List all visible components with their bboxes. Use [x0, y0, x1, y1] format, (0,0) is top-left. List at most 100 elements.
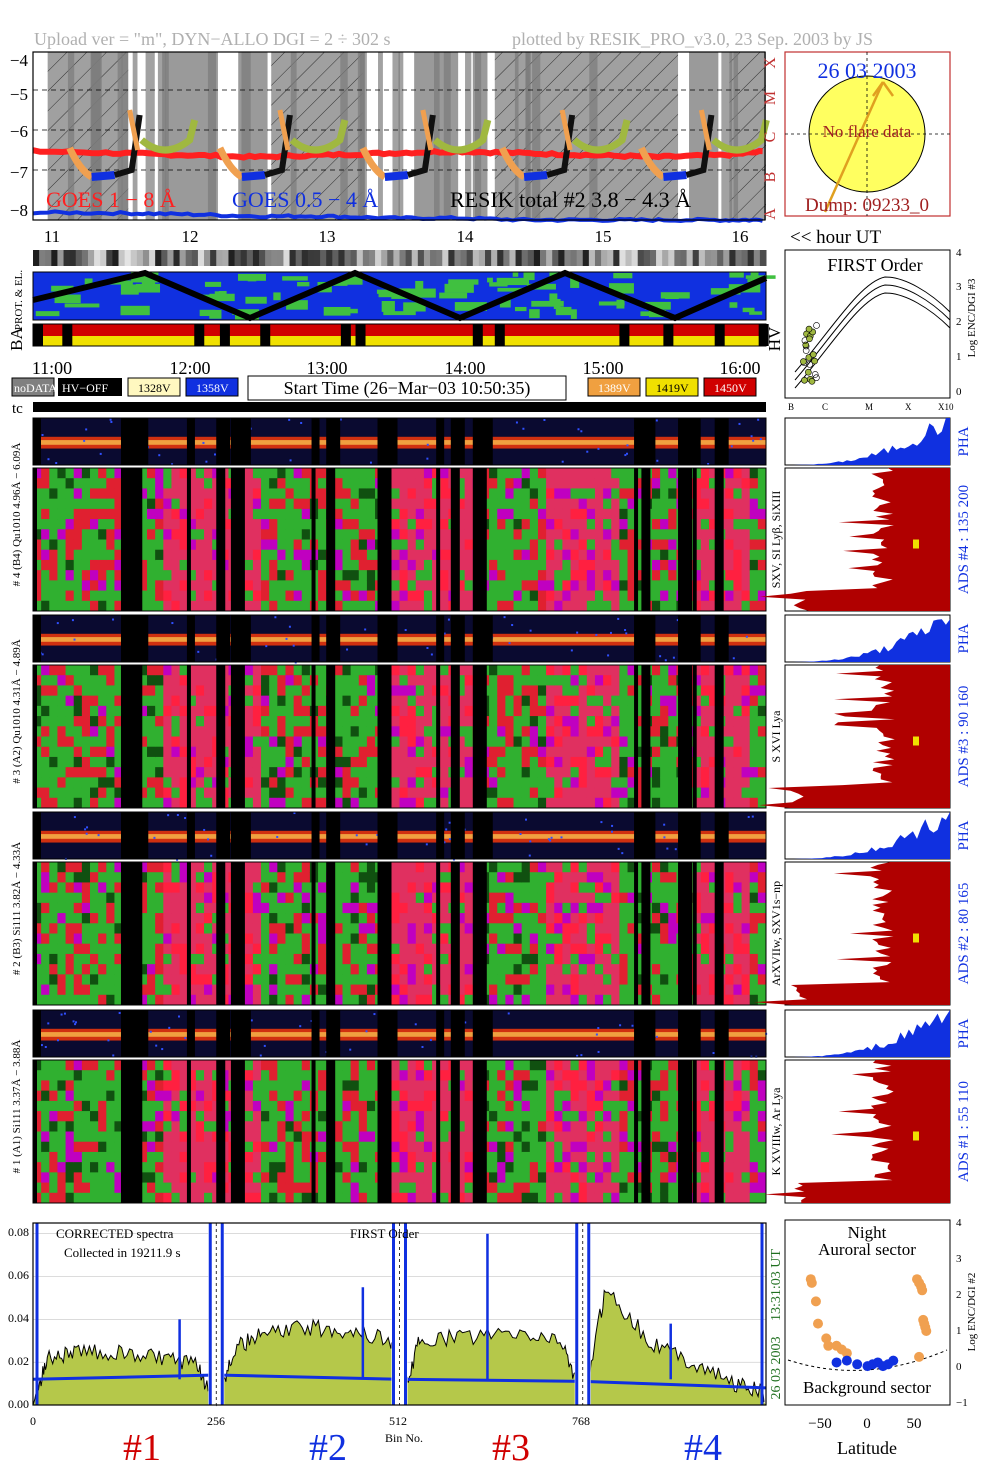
ads-cell [521, 685, 531, 697]
ads-cell [171, 1060, 181, 1071]
ads-cell [749, 695, 759, 707]
ads-cell [65, 559, 75, 571]
ads-cell [41, 1090, 50, 1102]
ads-cell [464, 478, 474, 489]
ads-cell [578, 736, 588, 748]
ads-cell [708, 913, 718, 924]
ads-cell [415, 787, 425, 799]
pha-speckle-8 [73, 638, 76, 641]
ads-cell [489, 478, 498, 489]
ads-cell [90, 559, 99, 571]
ads-cell [456, 590, 466, 602]
ads-cell [155, 665, 164, 676]
ads-cell [529, 468, 539, 479]
ads-cell [578, 953, 588, 965]
ads-cell [708, 580, 718, 592]
pha-speckle-7 [663, 836, 666, 839]
ads-cell [350, 994, 360, 1006]
ads-cell [440, 549, 449, 561]
ads-cell [497, 478, 506, 489]
ads-cell [700, 590, 710, 602]
ads-cell [49, 1080, 58, 1092]
channel-label-3: # 2 (B3) Si111 3.82Å − 4.33Å [11, 842, 23, 975]
ads-cell [195, 736, 205, 748]
ads-cell [179, 974, 189, 986]
ads-cell [464, 726, 474, 737]
ads-cell [415, 580, 425, 592]
ads-cell [106, 665, 115, 676]
ads-cell [692, 787, 702, 799]
ads-cell [586, 726, 596, 737]
ads-cell [537, 913, 547, 924]
pha-speckle-59 [210, 854, 213, 857]
ads-cell [138, 716, 148, 727]
ads-cell [423, 862, 433, 873]
ads-cell [456, 549, 466, 561]
gray-cell-22 [167, 250, 174, 266]
ads-cell [138, 882, 148, 894]
orbit-panel: PROT. & EL. BA HV 11:00 12:00 13:00 14:0… [7, 250, 784, 378]
ads-cell [252, 767, 262, 778]
pha-speckle-5 [167, 814, 170, 817]
ads-cell [301, 549, 311, 561]
ads-cell [285, 933, 295, 945]
ads-cell [635, 549, 645, 561]
ads-cell [407, 519, 417, 530]
ads-cell [334, 787, 343, 799]
ads-cell [261, 943, 270, 955]
goes-ytick-1: −4 [10, 51, 29, 70]
ads-cell [33, 1182, 42, 1194]
ads-cell [106, 1162, 115, 1173]
ads-cell [195, 600, 205, 612]
ads-cell [660, 943, 669, 955]
ads-cell [464, 902, 474, 914]
pha-speckle-49 [110, 420, 113, 423]
ads-cell [155, 539, 164, 551]
ads-cell [49, 519, 58, 530]
ads-cell [627, 559, 637, 571]
ads-cell [318, 529, 327, 540]
ads-cell [668, 726, 677, 737]
ads-gap-8 [377, 468, 392, 611]
ads-cell [65, 539, 75, 551]
ads-cell [554, 862, 563, 873]
ads-cell [741, 862, 751, 873]
orbit-green-38 [120, 305, 150, 316]
ads-cell [529, 716, 539, 727]
ads-cell [660, 913, 669, 924]
ads-cell [41, 984, 50, 996]
ads-cell [106, 539, 115, 551]
ads-cell [692, 559, 702, 571]
ads-cell [195, 872, 205, 883]
ads-cell [578, 685, 588, 697]
ads-cell [619, 590, 629, 602]
ads-cell [391, 913, 400, 924]
ads-cell [342, 756, 352, 768]
ads-cell [65, 1080, 75, 1092]
ads-cell [285, 892, 295, 904]
ads-cell [301, 695, 311, 707]
ads-cell [163, 519, 172, 530]
ads-cell [668, 590, 677, 602]
ads-cell [358, 529, 368, 540]
ads-cell [529, 498, 539, 510]
ads-cell [537, 685, 547, 697]
ads-cell [49, 902, 58, 914]
ads-cell [741, 913, 751, 924]
ads-cell [195, 892, 205, 904]
ads-cell [708, 539, 718, 551]
ads-cell [554, 767, 563, 778]
ads-cell [114, 913, 124, 924]
ads-cell [90, 872, 99, 883]
ads-cell [252, 1060, 262, 1071]
ads-cell [358, 882, 368, 894]
ads-cell [692, 872, 702, 883]
ads-cell [33, 590, 42, 602]
ads-cell [668, 685, 677, 697]
ads-cell [269, 882, 278, 894]
ads-cell [594, 695, 604, 707]
ads-cell [399, 862, 409, 873]
ads-cell [415, 964, 425, 975]
ads-cell [163, 665, 172, 676]
ads-cell [57, 984, 67, 996]
